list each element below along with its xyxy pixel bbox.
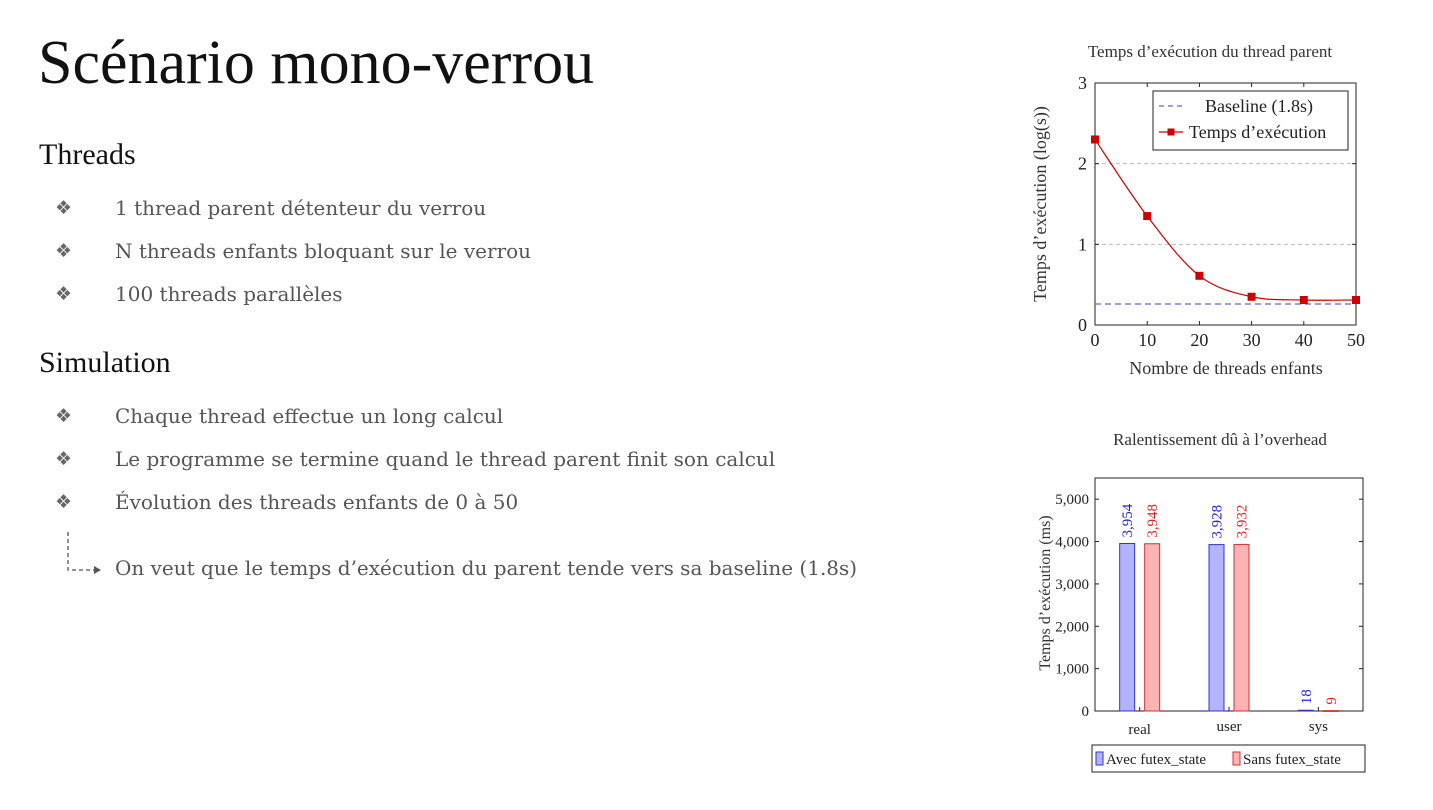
list-item: 100 threads parallèles — [115, 282, 343, 306]
y-tick-label: 1,000 — [1055, 662, 1089, 678]
bullet-icon: ❖ — [55, 197, 73, 219]
legend-label-sans: Sans futex_state — [1243, 752, 1341, 768]
data-point — [1299, 295, 1308, 304]
chart-legend: Avec futex_state Sans futex_state — [1091, 744, 1366, 773]
plot-frame — [1094, 82, 1357, 326]
data-point — [1143, 212, 1152, 221]
y-tick-label: 3 — [1078, 73, 1087, 93]
list-item: Évolution des threads enfants de 0 à 50 — [115, 490, 519, 514]
bar — [1119, 542, 1136, 712]
x-tick-label: real — [1128, 722, 1150, 738]
data-label: 3,954 — [1120, 503, 1136, 537]
list-item: 1 thread parent détenteur du verrou — [115, 196, 487, 220]
data-point — [1247, 292, 1256, 301]
chart-title: Temps d’exécution du thread parent — [1088, 42, 1333, 61]
legend-marker-icon — [1167, 128, 1175, 136]
section-heading-threads: Threads — [39, 138, 136, 171]
legend-swatch-sans — [1232, 751, 1241, 766]
legend-swatch-avec — [1095, 751, 1104, 766]
legend-label-temps: Temps d’exécution — [1189, 122, 1326, 142]
data-point — [1352, 295, 1360, 304]
y-tick-label: 4,000 — [1055, 535, 1089, 551]
y-tick-label: 0 — [1078, 315, 1087, 335]
y-tick-label: 1 — [1078, 234, 1087, 254]
conclusion-text: On veut que le temps d’exécution du pare… — [115, 556, 858, 580]
list-item: Chaque thread effectue un long calcul — [115, 404, 504, 428]
data-point — [1195, 271, 1204, 280]
bullet-icon: ❖ — [55, 405, 73, 427]
x-tick-label: 40 — [1295, 330, 1313, 350]
bar — [1322, 710, 1339, 712]
bullet-icon: ❖ — [55, 448, 73, 470]
line-chart: Temps d’exécution du thread parent 01230… — [1030, 42, 1365, 378]
list-item: Le programme se termine quand le thread … — [115, 447, 776, 471]
bar — [1297, 709, 1314, 712]
legend-label-baseline: Baseline (1.8s) — [1205, 96, 1313, 117]
series-line-temps — [1094, 139, 1357, 301]
data-label: 3,932 — [1235, 505, 1251, 539]
data-label: 3,948 — [1145, 504, 1161, 538]
y-tick-label: 2,000 — [1055, 619, 1089, 635]
y-tick-label: 2 — [1078, 154, 1087, 174]
bar — [1208, 544, 1225, 712]
bullet-icon: ❖ — [55, 283, 73, 305]
section-heading-simulation: Simulation — [39, 346, 171, 379]
chart-legend: Baseline (1.8s) Temps d’exécution — [1152, 90, 1349, 151]
x-tick-label: 10 — [1138, 330, 1156, 350]
bar — [1233, 543, 1250, 712]
bullet-icon: ❖ — [55, 491, 73, 513]
bullet-icon: ❖ — [55, 240, 73, 262]
bar — [1144, 543, 1161, 712]
data-label: 18 — [1299, 689, 1315, 704]
data-label: 9 — [1324, 697, 1340, 705]
dashed-arrow-icon — [67, 532, 101, 574]
data-point — [1091, 135, 1099, 144]
x-tick-label: 0 — [1091, 330, 1100, 350]
x-tick-label: user — [1217, 719, 1242, 735]
y-axis-label: Temps d’exécution (log(s)) — [1030, 106, 1051, 302]
y-axis-label: Temps d’exécution (ms) — [1037, 515, 1054, 670]
y-tick-label: 0 — [1082, 704, 1090, 720]
x-axis-label: Nombre de threads enfants — [1129, 358, 1322, 378]
x-tick-label: 30 — [1243, 330, 1261, 350]
slide-title: Scénario mono-verrou — [38, 29, 595, 97]
chart-title: Ralentissement dû à l’overhead — [1113, 430, 1327, 449]
x-tick-label: 50 — [1347, 330, 1365, 350]
x-tick-label: 20 — [1190, 330, 1208, 350]
bar-chart: Ralentissement dû à l’overhead 0 1,000 2,0… — [1037, 430, 1366, 773]
x-tick-label: sys — [1309, 719, 1328, 735]
data-label: 3,928 — [1210, 505, 1226, 539]
list-item: N threads enfants bloquant sur le verrou — [115, 239, 532, 263]
legend-label-avec: Avec futex_state — [1106, 752, 1206, 768]
y-tick-label: 3,000 — [1055, 577, 1089, 593]
y-tick-label: 5,000 — [1055, 492, 1089, 508]
